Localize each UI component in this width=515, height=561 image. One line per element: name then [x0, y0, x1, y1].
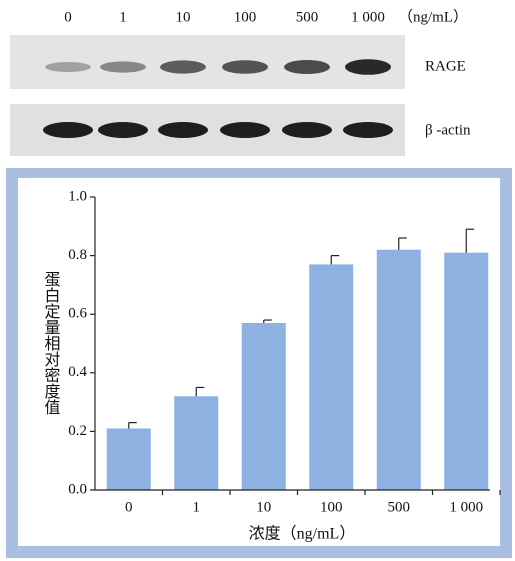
band — [160, 60, 206, 73]
x-tick-label: 500 — [388, 499, 411, 515]
row-label: RAGE — [425, 58, 466, 74]
band — [45, 62, 91, 72]
y-axis-label: 蛋白定量相对密度值 — [42, 271, 61, 415]
y-tick-label: 0.0 — [68, 481, 87, 497]
bar — [242, 323, 286, 490]
bar — [377, 250, 421, 490]
x-tick-label: 1 — [193, 499, 201, 515]
x-tick-label: 10 — [256, 499, 271, 515]
x-axis-label: 浓度（ng/mL） — [249, 525, 356, 543]
band — [220, 122, 270, 138]
y-tick-label: 1.0 — [68, 188, 87, 204]
band — [282, 122, 332, 138]
x-tick-label: 0 — [125, 499, 133, 515]
lane-label: 10 — [176, 9, 191, 25]
lane-label: 100 — [234, 9, 257, 25]
lane-label: 1 — [119, 9, 127, 25]
row-label: β -actin — [425, 122, 471, 138]
lane-label: 0 — [64, 9, 72, 25]
lane-label: 1 000 — [351, 9, 385, 25]
bar — [107, 428, 151, 490]
blot-rage — [10, 35, 405, 89]
band — [345, 59, 391, 75]
figure: RAGE β -actin （ng/mL） 蛋白定量相对密度值 浓度（ng/mL… — [0, 0, 515, 561]
lane-label: 500 — [296, 9, 319, 25]
bar — [444, 253, 488, 490]
band — [158, 122, 208, 138]
x-tick-label: 1 000 — [449, 499, 483, 515]
y-tick-label: 0.6 — [68, 306, 87, 322]
y-tick-label: 0.2 — [68, 423, 87, 439]
unit-label: （ng/mL） — [398, 8, 468, 25]
band — [222, 60, 268, 74]
x-tick-label: 100 — [320, 499, 343, 515]
page: {"blot": {"lanes": ["0", "1", "10", "100… — [0, 0, 515, 561]
bar — [174, 396, 218, 490]
band — [98, 122, 148, 138]
y-tick-label: 0.4 — [68, 364, 87, 380]
bar — [309, 264, 353, 490]
band — [343, 122, 393, 138]
band — [43, 122, 93, 138]
band — [100, 61, 146, 72]
y-tick-label: 0.8 — [68, 247, 87, 263]
band — [284, 60, 330, 74]
